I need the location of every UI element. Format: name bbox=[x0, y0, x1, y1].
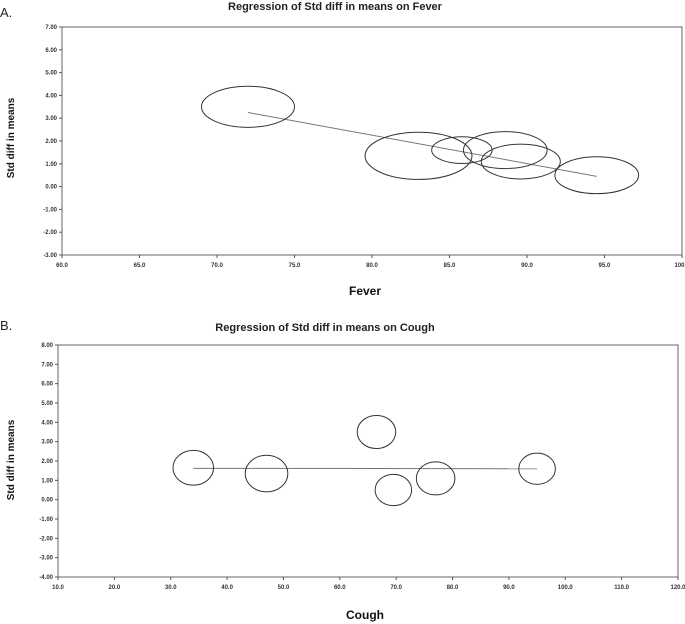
panel-b-plot-area bbox=[57, 344, 679, 578]
panel-b-study-bubble bbox=[518, 452, 556, 485]
panel-b-study-bubble bbox=[415, 461, 456, 496]
panel-a-study-bubble bbox=[201, 85, 295, 128]
panel-b-y-ticks: 8.00 7.00 6.00 5.00 4.00 3.00 2.00 1.00 0.00 -1.0… bbox=[39, 343, 58, 581]
panel-a-y-tick-label: 4.00 bbox=[45, 93, 57, 99]
panel-b-y-tick-label: -3.00 bbox=[39, 556, 53, 562]
panel-a: A. Regression of Std diff in means on Fe… bbox=[0, 1, 685, 298]
panel-b-x-tick-label: 80.0 bbox=[447, 585, 459, 591]
panel-a-x-tick-label: 85.0 bbox=[444, 263, 456, 269]
panel-b-title: Regression of Std diff in means on Cough bbox=[215, 322, 435, 334]
panel-a-study-bubble bbox=[431, 136, 493, 164]
panel-b-x-tick-label: 50.0 bbox=[278, 585, 290, 591]
panel-a-study-bubble bbox=[462, 131, 548, 170]
panel-b-y-tick-label: 3.00 bbox=[41, 440, 53, 446]
panel-a-y-ticks: 7.00 6.00 5.00 4.00 3.00 2.00 1.00 0.00 -1.00 -2.… bbox=[43, 25, 62, 259]
panel-b-y-tick-label: 8.00 bbox=[41, 343, 53, 349]
panel-a-study-bubble bbox=[480, 143, 561, 180]
panel-b-marks bbox=[172, 414, 556, 507]
panel-b-x-tick-label: 10.0 bbox=[52, 585, 64, 591]
panel-b-y-tick-label: 6.00 bbox=[41, 382, 53, 388]
panel-b-x-tick-label: 90.0 bbox=[503, 585, 515, 591]
panel-b-x-tick-label: 120.0 bbox=[670, 585, 685, 591]
panel-a-marks bbox=[201, 85, 640, 195]
panel-b-study-bubble bbox=[356, 414, 397, 450]
panel-b-x-tick-label: 40.0 bbox=[221, 585, 233, 591]
panel-a-study-bubble bbox=[364, 131, 473, 180]
panel-a-y-tick-label: 5.00 bbox=[45, 71, 57, 77]
panel-b-y-tick-label: 1.00 bbox=[41, 478, 53, 484]
panel-a-y-tick-label: 6.00 bbox=[45, 48, 57, 54]
panel-a-y-tick-label: 3.00 bbox=[45, 116, 57, 122]
panel-a-letter: A. bbox=[0, 5, 12, 20]
panel-a-x-ticks: 60.0 65.0 70.0 75.0 80.0 85.0 90.0 95.0 100.0 bbox=[56, 255, 685, 269]
panel-a-y-tick-label: -1.00 bbox=[43, 207, 57, 213]
panel-b-x-tick-label: 20.0 bbox=[109, 585, 121, 591]
panel-b-x-axis-label: Cough bbox=[346, 608, 384, 622]
panel-b-study-bubble bbox=[244, 454, 289, 493]
panel-b-y-tick-label: 2.00 bbox=[41, 459, 53, 465]
panel-a-y-tick-label: 2.00 bbox=[45, 139, 57, 145]
panel-a-y-tick-label: 0.00 bbox=[45, 185, 57, 191]
panel-b-y-tick-label: 5.00 bbox=[41, 401, 53, 407]
panel-a-y-tick-label: 7.00 bbox=[45, 25, 57, 31]
panel-b-study-bubble bbox=[374, 473, 413, 507]
panel-a-x-tick-label: 70.0 bbox=[211, 263, 223, 269]
panel-b-x-tick-label: 30.0 bbox=[165, 585, 177, 591]
panel-a-plot-area bbox=[61, 26, 683, 256]
panel-a-x-tick-label: 90.0 bbox=[521, 263, 533, 269]
panel-b-x-ticks: 10.0 20.0 30.0 40.0 50.0 60.0 70.0 80.0 90.0 100.… bbox=[52, 577, 685, 591]
panel-a-x-tick-label: 75.0 bbox=[289, 263, 301, 269]
panel-a-y-tick-label: 1.00 bbox=[45, 162, 57, 168]
panel-b-y-axis-label: Std diff in means bbox=[6, 419, 17, 500]
panel-b-y-tick-label: 4.00 bbox=[41, 420, 53, 426]
panel-a-y-tick-label: -2.00 bbox=[43, 230, 57, 236]
panel-b-x-tick-label: 70.0 bbox=[390, 585, 402, 591]
panel-a-y-axis-label: Std diff in means bbox=[6, 97, 17, 178]
panel-a-study-bubble bbox=[554, 156, 640, 195]
panel-a-regression-line bbox=[247, 112, 597, 177]
panel-a-x-tick-label: 80.0 bbox=[366, 263, 378, 269]
panel-b-y-tick-label: -4.00 bbox=[39, 575, 53, 581]
panel-b-x-tick-label: 100.0 bbox=[558, 585, 574, 591]
panel-a-x-tick-label: 60.0 bbox=[56, 263, 68, 269]
panel-b-study-bubble bbox=[172, 449, 215, 486]
panel-a-x-tick-label: 65.0 bbox=[134, 263, 146, 269]
panel-b-y-tick-label: 7.00 bbox=[41, 362, 53, 368]
panel-a-x-axis-label: Fever bbox=[349, 284, 381, 298]
panel-b-y-tick-label: -2.00 bbox=[39, 536, 53, 542]
panel-b: B. Regression of Std diff in means on Co… bbox=[0, 318, 685, 622]
panel-b-x-tick-label: 60.0 bbox=[334, 585, 346, 591]
panel-b-y-tick-label: 0.00 bbox=[41, 498, 53, 504]
panel-b-letter: B. bbox=[0, 318, 12, 333]
panel-a-title: Regression of Std diff in means on Fever bbox=[228, 1, 443, 13]
panel-a-y-tick-label: -3.00 bbox=[43, 253, 57, 259]
panel-b-x-tick-label: 110.0 bbox=[614, 585, 629, 591]
panel-b-y-tick-label: -1.00 bbox=[39, 517, 53, 523]
panel-a-x-tick-label: 100.0 bbox=[674, 263, 685, 269]
panel-a-x-tick-label: 95.0 bbox=[599, 263, 611, 269]
